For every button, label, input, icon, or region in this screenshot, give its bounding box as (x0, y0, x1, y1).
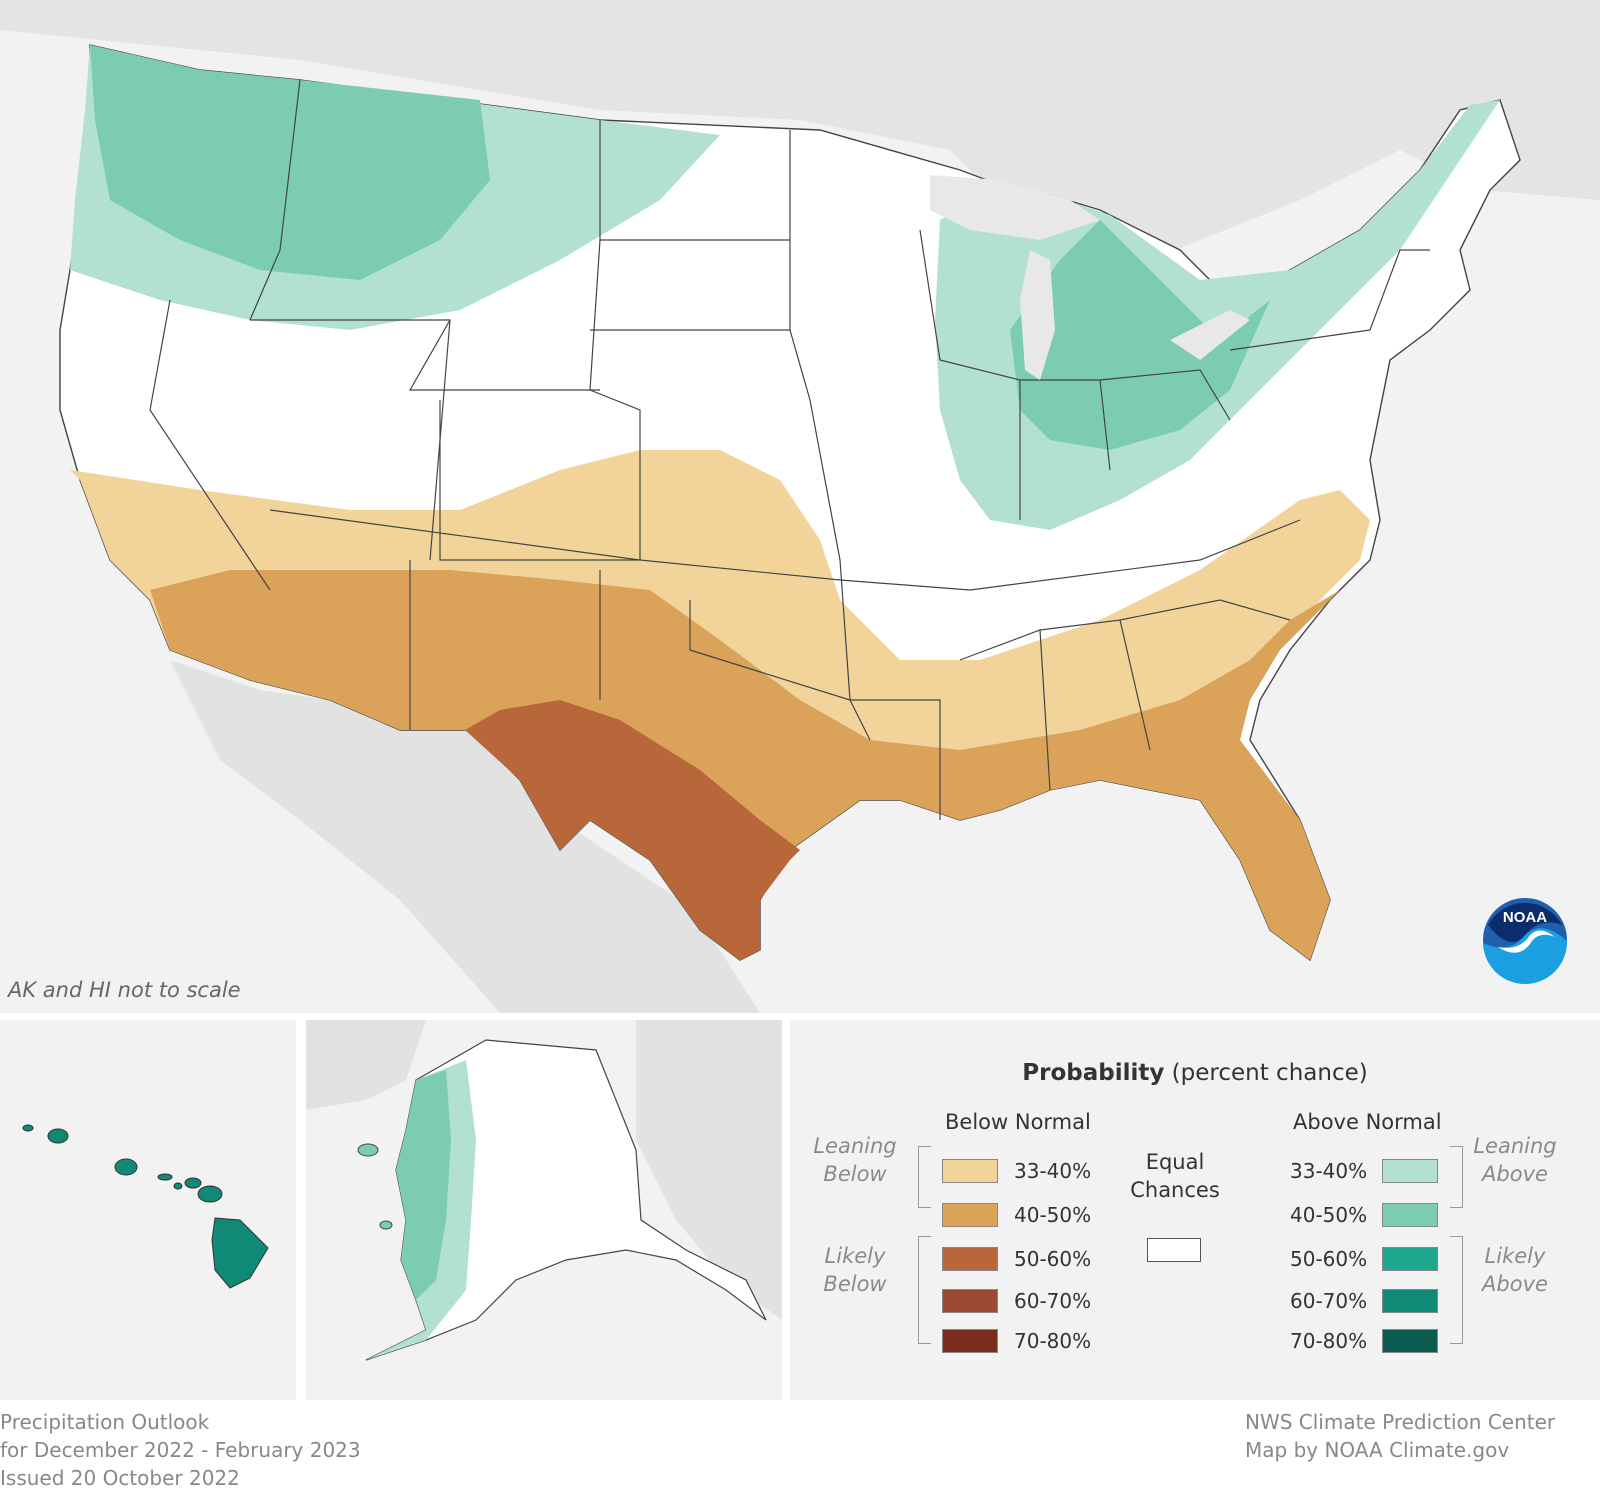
hawaii-inset (0, 1020, 296, 1400)
swatch (942, 1203, 998, 1227)
legend-below-70: 70-80% (942, 1328, 1091, 1354)
legend-below-60: 60-70% (942, 1288, 1091, 1314)
equal-chances-swatch (1147, 1238, 1201, 1262)
above-40-greatlakes (1010, 220, 1270, 450)
canada-land (0, 0, 1600, 260)
state-lines (149, 79, 1430, 820)
legend-below-50: 50-60% (942, 1246, 1091, 1272)
swatch (1382, 1329, 1438, 1353)
footer-title: Precipitation Outlook (0, 1410, 210, 1434)
footer-left: Precipitation Outlook for December 2022 … (0, 1408, 361, 1492)
swatch (942, 1289, 998, 1313)
legend-above-70: 70-80% (1290, 1328, 1438, 1354)
leaning-above-label: Leaning Above (1473, 1134, 1557, 1186)
map-scale-note: AK and HI not to scale (8, 978, 241, 1002)
footer-issued: Issued 20 October 2022 (0, 1466, 240, 1490)
main-map: AK and HI not to scale NOAA (0, 0, 1600, 1013)
canada-land-ak (636, 1020, 782, 1320)
leaning-above-bracket (1450, 1146, 1463, 1208)
swatch (1382, 1289, 1438, 1313)
noaa-logo: NOAA (1480, 895, 1570, 985)
swatch (1382, 1203, 1438, 1227)
swatch (1382, 1247, 1438, 1271)
legend-title: Probability (percent chance) (1022, 1060, 1368, 1086)
swatch (1382, 1159, 1438, 1183)
swatch (942, 1329, 998, 1353)
russia-land (306, 1020, 426, 1110)
swatch (942, 1159, 998, 1183)
footer-source: NWS Climate Prediction Center (1245, 1410, 1556, 1434)
likely-below-bracket (918, 1236, 931, 1344)
lake-superior (930, 175, 1100, 240)
below-40-south (150, 570, 1340, 960)
footer-credit: Map by NOAA Climate.gov (1245, 1438, 1510, 1462)
likely-below-label: Likely Below (823, 1244, 887, 1296)
legend-above-33: 33-40% (1290, 1158, 1438, 1184)
alaska-island (379, 1220, 393, 1230)
below-normal-header: Below Normal (945, 1110, 1091, 1134)
alaska-inset (306, 1020, 782, 1400)
above-normal-header: Above Normal (1293, 1110, 1442, 1134)
legend-below-40: 40-50% (942, 1202, 1091, 1228)
svg-text:NOAA: NOAA (1503, 909, 1547, 926)
leaning-below-label: Leaning Below (813, 1134, 897, 1186)
leaning-below-bracket (918, 1146, 931, 1208)
equal-chances-label: Equal Chances (1130, 1150, 1220, 1202)
footer-period: for December 2022 - February 2023 (0, 1438, 361, 1462)
legend-above-50: 50-60% (1290, 1246, 1438, 1272)
swatch (942, 1247, 998, 1271)
below-50-texas (465, 700, 800, 960)
lake-michigan (1020, 250, 1055, 380)
hawaii-islands (22, 1124, 269, 1289)
lake-erie (1170, 310, 1250, 360)
alaska-island (357, 1143, 379, 1157)
likely-above-label: Likely Above (1482, 1244, 1548, 1296)
legend-below-33: 33-40% (942, 1158, 1091, 1184)
alaska-above-40 (396, 1070, 451, 1300)
legend-above-60: 60-70% (1290, 1288, 1438, 1314)
mexico-land (170, 660, 760, 1013)
legend: Probability (percent chance) Below Norma… (790, 1020, 1600, 1400)
conus-map-svg (0, 0, 1600, 1013)
legend-above-40: 40-50% (1290, 1202, 1438, 1228)
footer-right: NWS Climate Prediction Center Map by NOA… (1245, 1408, 1555, 1464)
likely-above-bracket (1450, 1236, 1463, 1344)
